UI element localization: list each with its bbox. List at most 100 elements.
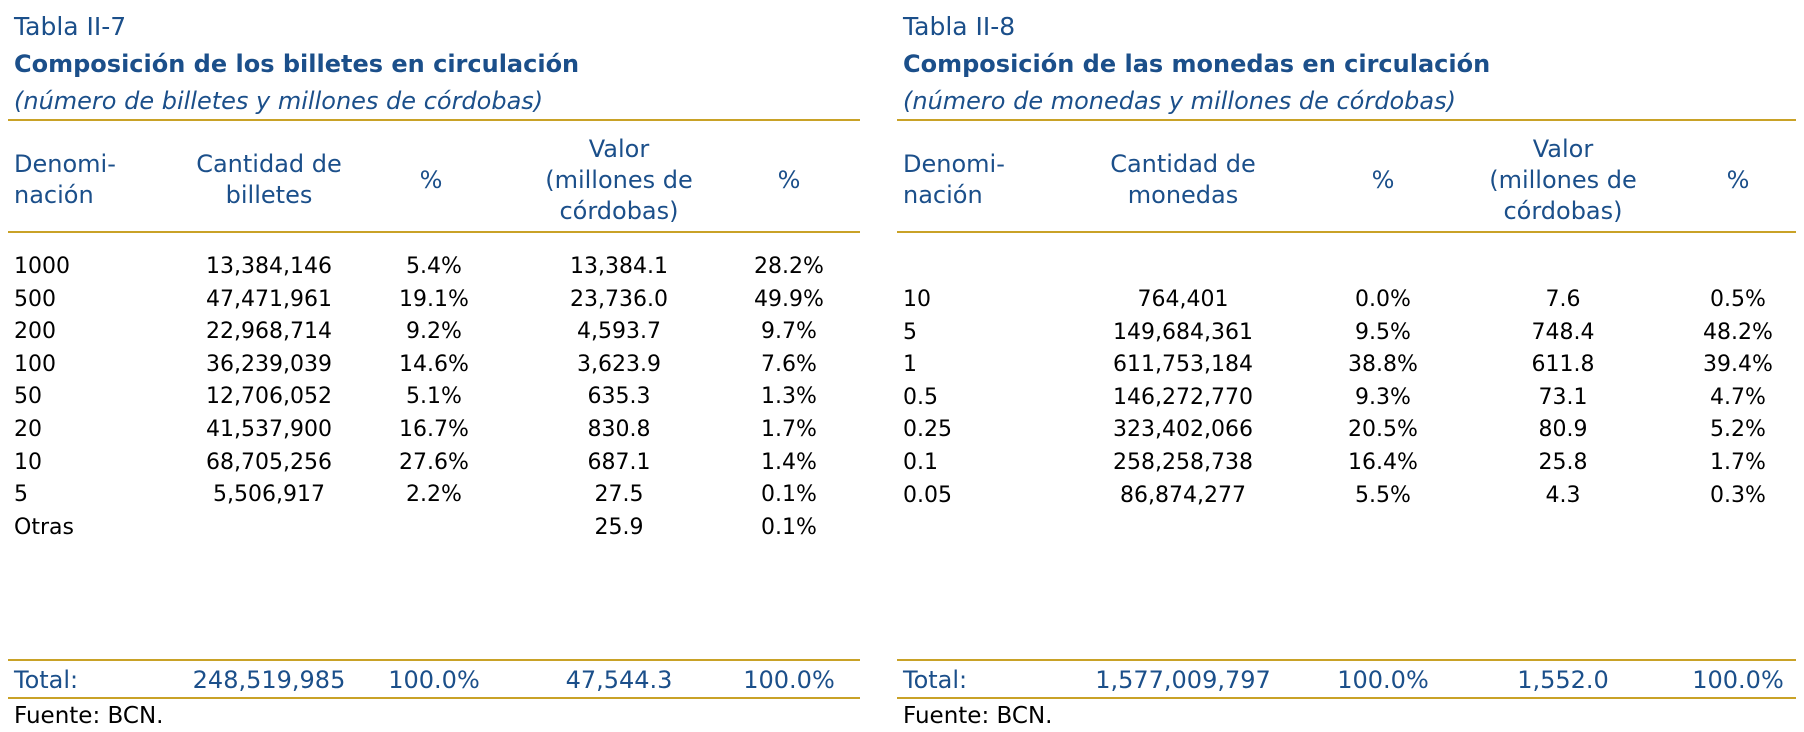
cell-denominacion: 200 [14,319,56,345]
cell-pct-cantidad: 5.4% [406,254,462,279]
table-row: Otras 25.9 0.1% [14,509,860,546]
cell-denominacion: 0.1 [903,450,938,475]
cell-cantidad: 22,968,714 [206,319,332,345]
cell-valor: 13,384.1 [570,254,668,279]
table-row: 0.05 86,874,277 5.5% 4.3 0.3% [903,477,1796,514]
cell-denominacion: Otras [14,514,74,540]
cell-denominacion: 10 [14,449,42,475]
cell-denominacion: 50 [14,384,42,410]
table-row: 0.1 258,258,738 16.4% 25.8 1.7% [903,444,1796,481]
cell-valor: 73.1 [1538,384,1588,410]
cell-valor: 80.9 [1538,417,1588,443]
cell-valor: 23,736.0 [570,286,668,312]
cell-valor: 25.9 [594,514,644,540]
table-row: 200 22,968,714 9.2% 4,593.7 9.7% [14,313,860,350]
total-label: Total: [903,666,968,694]
cell-pct-cantidad: 16.7% [399,417,469,442]
table-row: 10 68,705,256 27.6% 687.1 1.4% [14,444,860,481]
table-row: 50 12,706,052 5.1% 635.3 1.3% [14,378,860,415]
cell-pct-valor: 0.3% [1710,482,1766,508]
cell-pct-cantidad: 5.5% [1355,482,1411,508]
cell-cantidad: 611,753,184 [1113,352,1253,378]
cell-pct-valor: 1.4% [761,449,817,475]
header-valor: Valor (millones de córdobas) [545,134,693,225]
cell-valor: 830.8 [587,417,651,442]
cell-denominacion: 0.25 [903,417,952,443]
cell-denominacion: 5 [903,319,917,345]
table-row: 5 149,684,361 9.5% 748.4 48.2% [903,314,1796,351]
cell-valor: 611.8 [1531,352,1595,378]
total-pct-valor: 100.0% [1692,666,1784,694]
total-cantidad: 248,519,985 [192,666,346,694]
cell-pct-cantidad: 5.1% [406,384,462,410]
header-valor: Valor (millones de córdobas) [1489,134,1637,225]
cell-pct-valor: 49.9% [754,286,824,312]
cell-valor: 748.4 [1531,319,1595,345]
cell-denominacion: 0.5 [903,384,938,410]
table-subtitle: (número de monedas y millones de córdoba… [903,87,1456,115]
cell-pct-valor: 4.7% [1710,384,1766,410]
cell-pct-cantidad: 19.1% [399,286,469,312]
cell-cantidad: 86,874,277 [1120,482,1246,508]
table-row: 10 764,401 0.0% 7.6 0.5% [903,281,1796,318]
total-rule-bottom [8,697,860,699]
cell-valor: 3,623.9 [577,351,661,377]
header-rule [897,231,1796,233]
cell-pct-valor: 0.1% [761,514,817,540]
cell-pct-cantidad: 2.2% [406,482,462,508]
cell-valor: 27.5 [594,482,644,508]
cell-valor: 25.8 [1538,450,1588,475]
cell-valor: 635.3 [587,384,651,410]
total-pct-cantidad: 100.0% [1337,666,1429,694]
cell-pct-valor: 5.2% [1710,417,1766,443]
cell-pct-cantidad: 14.6% [399,351,469,377]
cell-denominacion: 0.05 [903,482,952,508]
header-cantidad: Cantidad de billetes [196,150,342,209]
cell-pct-valor: 1.3% [761,384,817,410]
header-pct-valor: % [777,165,801,194]
cell-cantidad: 36,239,039 [206,351,332,377]
cell-pct-valor: 39.4% [1703,352,1773,378]
cell-denominacion: 1000 [14,254,70,279]
header-pct-valor: % [1726,165,1750,194]
cell-valor: 4.3 [1545,482,1581,508]
cell-pct-cantidad: 9.5% [1355,319,1411,345]
table-row: 5 5,506,917 2.2% 27.5 0.1% [14,476,860,513]
header-denominacion: Denomi- nación [14,150,116,209]
total-valor: 47,544.3 [565,666,673,694]
table-title: Composición de las monedas en circulació… [903,50,1491,78]
cell-denominacion: 500 [14,286,56,312]
cell-pct-cantidad: 38.8% [1348,352,1418,378]
total-pct-valor: 100.0% [743,666,835,694]
cell-pct-valor: 48.2% [1703,319,1773,345]
table-row: 500 47,471,961 19.1% 23,736.0 49.9% [14,281,860,318]
top-rule [897,119,1796,121]
total-row: Total: 1,577,009,797 100.0% 1,552.0 100.… [903,662,1796,698]
header-denominacion: Denomi- nación [903,150,1005,209]
source-note: Fuente: BCN. [14,703,164,729]
cell-pct-cantidad: 16.4% [1348,450,1418,475]
cell-pct-cantidad: 0.0% [1355,287,1411,312]
cell-pct-valor: 0.5% [1710,287,1766,312]
table-row: 0.5 146,272,770 9.3% 73.1 4.7% [903,379,1796,416]
cell-pct-cantidad: 9.3% [1355,384,1411,410]
table-row: 100 36,239,039 14.6% 3,623.9 7.6% [14,346,860,383]
total-valor: 1,552.0 [1517,666,1609,694]
cell-cantidad: 5,506,917 [213,482,325,508]
header-pct-cantidad: % [1371,165,1395,194]
table-row: 1000 13,384,146 5.4% 13,384.1 28.2% [14,248,860,285]
cell-denominacion: 1 [903,352,917,378]
cell-denominacion: 5 [14,482,28,508]
total-rule-bottom [897,697,1796,699]
cell-cantidad: 764,401 [1137,287,1229,312]
cell-cantidad: 68,705,256 [206,449,332,475]
cell-cantidad: 149,684,361 [1113,319,1253,345]
table-label: Tabla II-8 [903,12,1016,41]
cell-pct-valor: 28.2% [754,254,824,279]
header-rule [8,231,860,233]
table-ii-8: Tabla II-8 Composición de las monedas en… [897,0,1796,732]
header-cantidad: Cantidad de monedas [1110,150,1256,209]
cell-pct-valor: 1.7% [1710,450,1766,475]
cell-denominacion: 100 [14,351,56,377]
cell-valor: 4,593.7 [577,319,661,345]
